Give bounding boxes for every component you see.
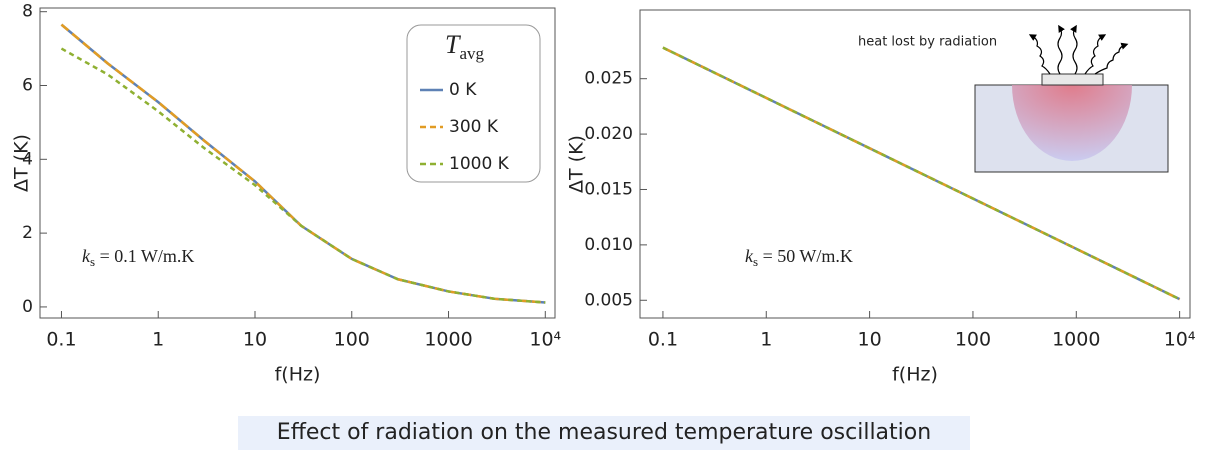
x-tick-label: 1000 [424,329,472,351]
y-tick-label: 0.025 [584,69,633,89]
legend-title-sub: avg [459,44,484,63]
annotation: ks = 50 W/m.K [745,246,853,269]
y-tick-label: 8 [22,2,33,22]
y-tick-label: 0 [22,297,33,317]
annotation-part: = 50 W/m.K [758,246,853,266]
legend-title-main: T [445,30,461,59]
x-tick-label: 1 [152,329,164,351]
annotation-part: s [753,254,758,269]
series-line [662,46,1181,301]
x-tick-label: 0.1 [648,329,678,351]
series-line [60,47,546,304]
x-tick-label: 10 [858,329,882,351]
x-axis-label: f(Hz) [275,364,321,386]
annotation-part: k [82,246,91,266]
x-tick-label: 10⁴ [529,329,561,351]
annotation-part: s [90,254,95,269]
y-tick-label: 4 [22,149,33,169]
legend-label: 1000 K [449,154,510,174]
annotation-part: k [745,246,754,266]
x-tick-label: 10⁴ [1164,329,1196,351]
y-tick-label: 6 [22,76,33,96]
caption: Effect of radiation on the measured temp… [277,420,931,445]
y-tick-label: 2 [22,223,33,243]
y-axis-label: ΔT (K) [11,134,33,192]
x-tick-label: 1 [760,329,772,351]
x-tick-label: 100 [955,329,991,351]
legend-label: 300 K [449,117,499,137]
y-tick-label: 0.020 [584,124,633,144]
x-tick-label: 10 [243,329,267,351]
legend-label: 0 K [449,80,477,100]
y-tick-label: 0.010 [584,235,633,255]
annotation: ks = 0.1 W/m.K [82,246,194,269]
legend-title: Tavg [445,30,485,63]
y-axis-label: ΔT (K) [566,135,588,193]
annotation-part: = 0.1 W/m.K [95,246,194,266]
plot-frame [639,9,1191,319]
x-axis-label: f(Hz) [892,364,938,386]
x-tick-label: 0.1 [46,329,76,351]
legend-box [406,24,541,183]
x-tick-label: 100 [334,329,370,351]
x-tick-label: 1000 [1052,329,1100,351]
y-tick-label: 0.005 [584,290,633,310]
plot-frame [39,7,556,319]
inset: heat lost by radiation [858,24,1169,173]
y-tick-label: 0.015 [584,179,633,199]
inset-label: heat lost by radiation [858,35,997,50]
caption-bg [238,416,970,450]
